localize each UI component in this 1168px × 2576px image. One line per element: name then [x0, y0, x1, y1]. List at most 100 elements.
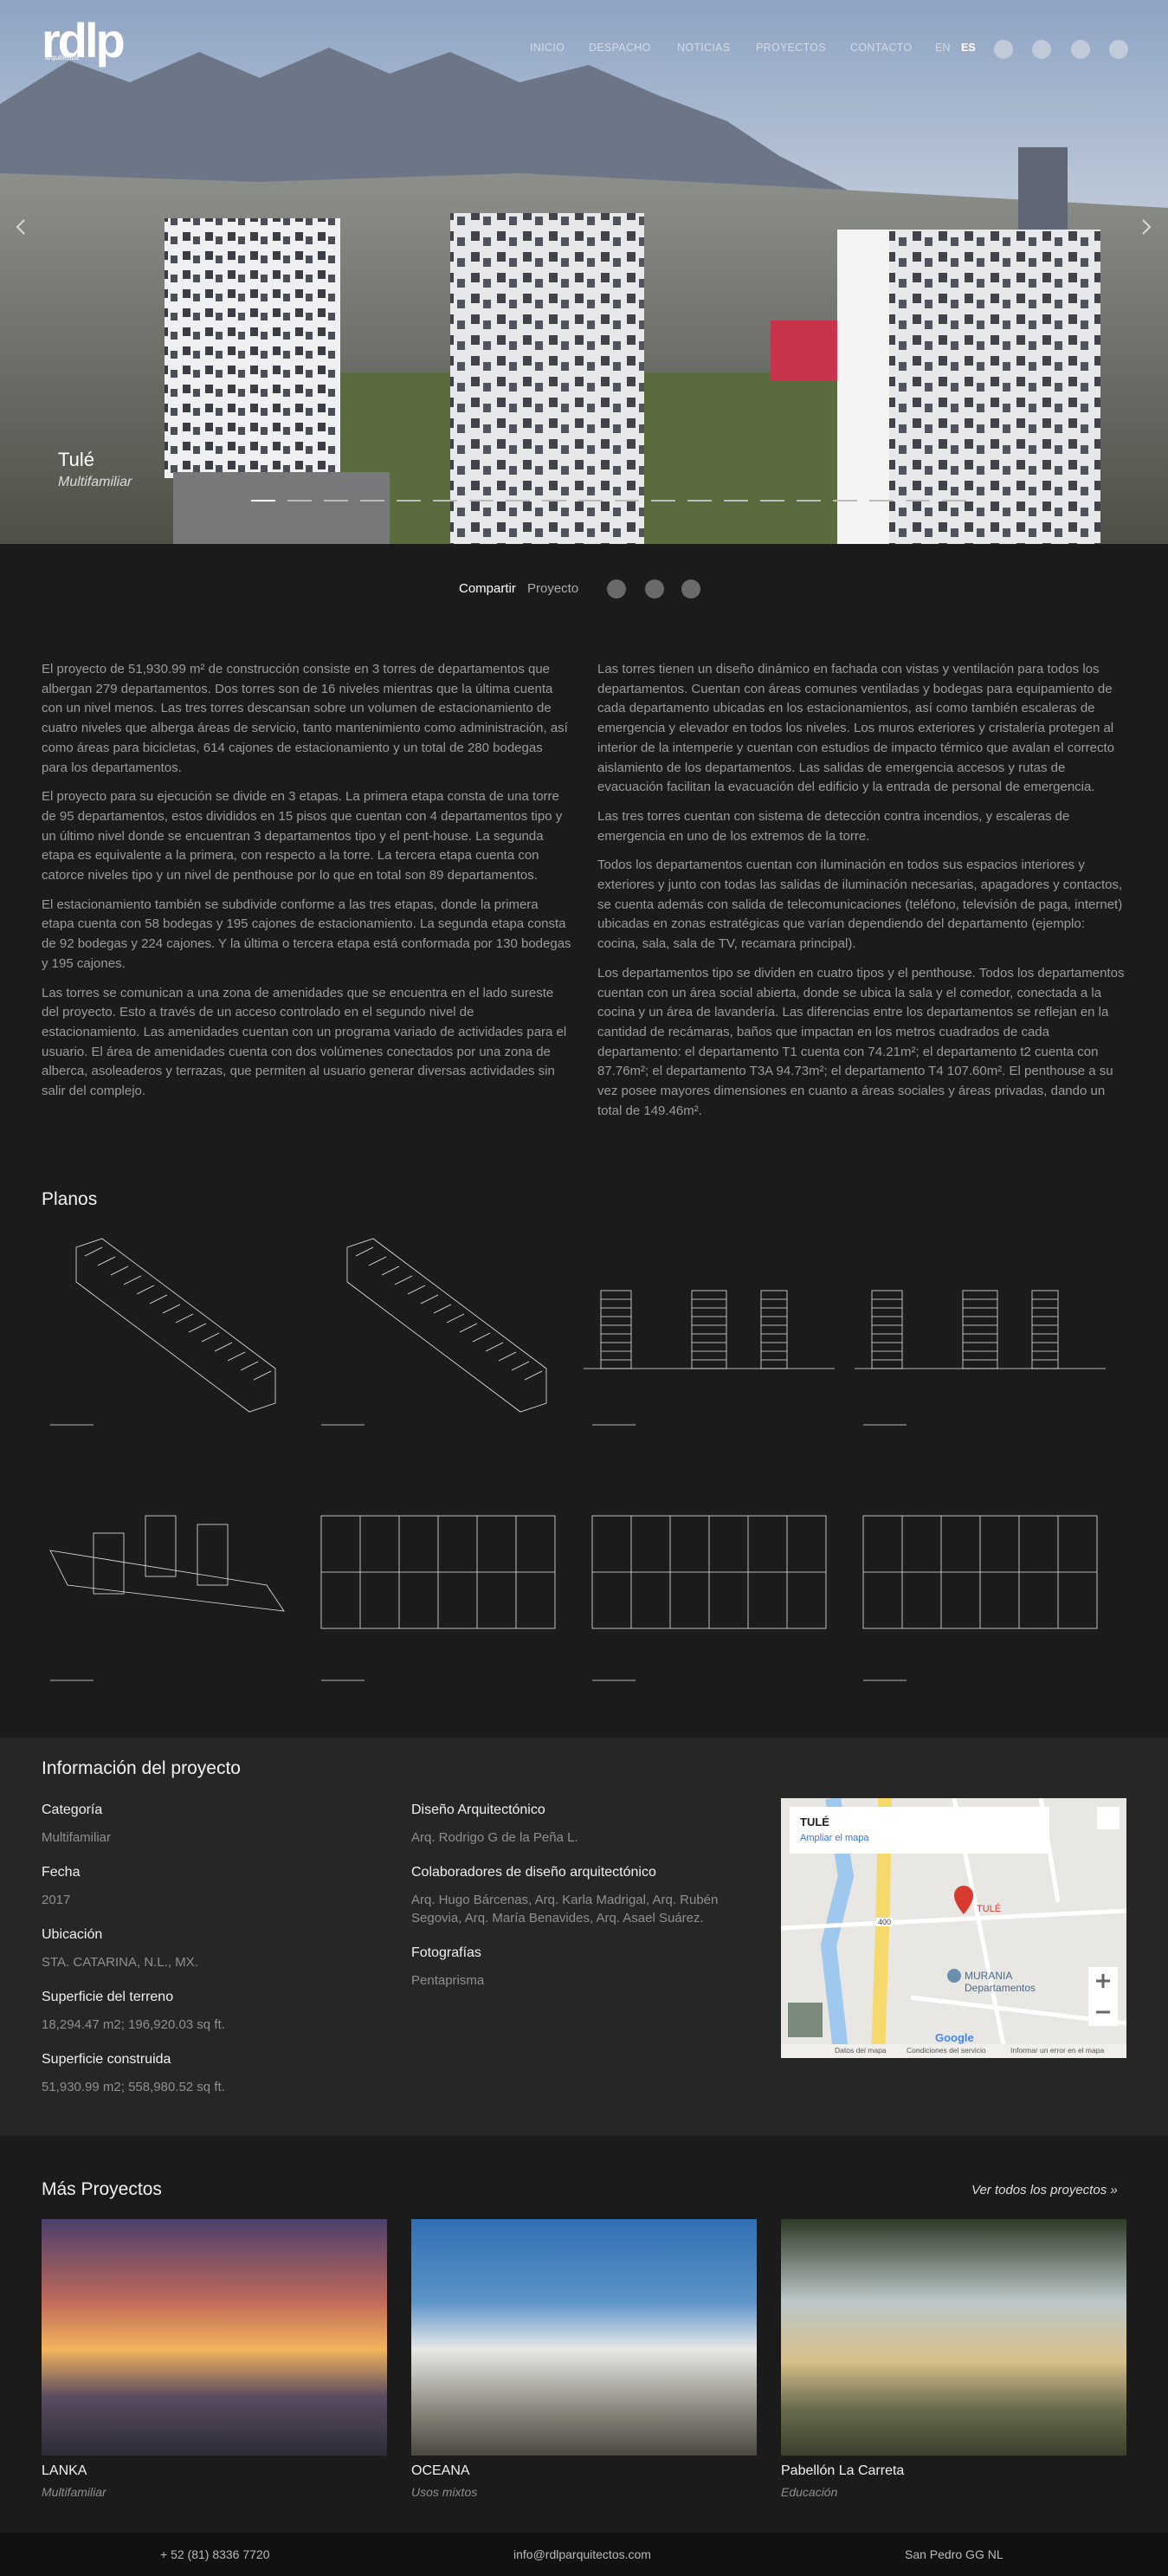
planos-grid [49, 1238, 1106, 1681]
plan-tower [1031, 1290, 1059, 1369]
map-pin-label: TULÉ [977, 1904, 1002, 1914]
description-right: Las torres tienen un diseño dinámico en … [597, 660, 1127, 1130]
plan-line [446, 1313, 465, 1324]
facebook-icon[interactable] [1109, 40, 1128, 59]
plan-line [175, 1313, 194, 1324]
map[interactable]: TULÉ Ampliar el mapa TULÉ MURANIA Depart… [781, 1798, 1126, 2058]
info-col-middle: Diseño Arquitectónico Arq. Rodrigo G de l… [411, 1803, 758, 2008]
paragraph: El proyecto para su ejecución se divide … [42, 789, 563, 883]
streetview[interactable] [1097, 1807, 1120, 1829]
share-icons [607, 579, 700, 599]
info-value: 51,930.99 m2; 558,980.52 sq ft. [42, 2080, 225, 2094]
linkedin-icon[interactable] [1071, 40, 1090, 59]
map-card [790, 1807, 1049, 1854]
share-label-2: Proyecto [527, 581, 579, 596]
nav-link[interactable]: CONTACTO [850, 42, 913, 54]
info-value: Arq. Rodrigo G de la Peña L. [411, 1830, 578, 1845]
more-title: Más Proyectos [42, 2179, 162, 2199]
hero-image [0, 0, 1168, 544]
more-projects: Más Proyectos Ver todos los proyectos » … [0, 2136, 1168, 2533]
info-value: Pentaprisma [411, 1973, 485, 1988]
plan-line [472, 1332, 491, 1343]
footer-email[interactable]: info@rdlparquitectos.com [513, 2547, 651, 2561]
share-facebook[interactable] [607, 579, 626, 599]
plan-drawing[interactable] [591, 1515, 827, 1681]
info-label: Categoría [42, 1803, 103, 1817]
plan-line [355, 1246, 374, 1257]
info-value: STA. CATARINA, N.L., MX. [42, 1955, 198, 1970]
plan-line [511, 1361, 530, 1371]
footer-phone[interactable]: + 52 (81) 8336 7720 [160, 2547, 270, 2561]
twitter-icon[interactable] [994, 40, 1013, 59]
prev-arrow[interactable] [16, 219, 25, 235]
podium [173, 472, 390, 544]
map-pin [954, 1886, 973, 1914]
project-info: Información del proyecto Categoría Multif… [0, 1738, 1168, 2136]
plan-drawing[interactable] [862, 1515, 1098, 1681]
plan-line [240, 1361, 259, 1371]
info-col-left: Categoría Multifamiliar Fecha 2017 Ubicación… [42, 1803, 388, 2114]
plan-drawing[interactable] [49, 1515, 285, 1681]
plan-drawing[interactable] [50, 1238, 276, 1426]
project-type: Multifamiliar [42, 2485, 106, 2499]
share-bar: Compartir Proyecto [0, 544, 1168, 639]
far-tower [1018, 147, 1068, 234]
project-card[interactable]: LANKA Multifamiliar [42, 2219, 387, 2499]
plan-tower [197, 1524, 229, 1586]
nav-link[interactable]: DESPACHO [589, 42, 651, 54]
project-card[interactable]: Pabellón La Carreta Educación [781, 2219, 1126, 2499]
info-value: Multifamiliar [42, 1830, 112, 1845]
road-label: 400 [876, 1918, 894, 1926]
plan-line [407, 1285, 426, 1295]
plan-tower [760, 1290, 788, 1369]
plan-outline [75, 1238, 276, 1413]
project-card[interactable]: OCEANA Usos mixtos [411, 2219, 757, 2499]
logo[interactable]: rdlp [42, 13, 126, 68]
plan-drawing[interactable] [320, 1515, 556, 1681]
instagram-icon[interactable] [1032, 40, 1051, 59]
nav-link[interactable]: PROYECTOS [756, 42, 826, 54]
lang-en[interactable]: EN [935, 42, 951, 54]
tower [450, 213, 644, 544]
plan-line [84, 1246, 103, 1257]
map-footer-link[interactable]: Datos del mapa [835, 2046, 887, 2055]
plan-tower [145, 1515, 177, 1577]
project-name: LANKA [42, 2463, 87, 2478]
plan-line [253, 1370, 272, 1381]
map-footer-link[interactable]: Condiciones del servicio [907, 2046, 986, 2055]
nav-link[interactable]: NOTICIAS [677, 42, 731, 54]
info-label: Superficie construida [42, 2052, 171, 2067]
map-footer-bg [781, 2044, 1126, 2058]
map-card-link[interactable]: Ampliar el mapa [800, 1833, 869, 1843]
plan-line [123, 1275, 142, 1285]
info-label: Colaboradores de diseño arquitectónico [411, 1865, 656, 1880]
satellite-toggle[interactable] [788, 2003, 823, 2037]
info-value: 18,294.47 m2; 196,920.03 sq ft. [42, 2017, 225, 2032]
plan-line [149, 1294, 168, 1304]
plan-line [227, 1351, 246, 1362]
share-linkedin[interactable] [645, 579, 664, 599]
lang-es[interactable]: ES [961, 42, 976, 54]
nav-link[interactable]: INICIO [530, 42, 565, 54]
plan-tower [600, 1290, 632, 1369]
plan-drawing[interactable] [584, 1290, 835, 1426]
plan-line [188, 1323, 207, 1333]
hero: rdlp arquitectos INICIO DESPACHO NOTICIAS P… [0, 0, 1168, 544]
project-name: OCEANA [411, 2463, 470, 2478]
footer: + 52 (81) 8336 7720 info@rdlparquitectos… [0, 2533, 1168, 2576]
map-footer-link[interactable]: Informar un error en el mapa [1010, 2046, 1105, 2055]
more-link[interactable]: Ver todos los proyectos » [971, 2183, 1118, 2197]
plan-outline [346, 1238, 547, 1413]
paragraph: Las torres tienen un diseño dinámico en … [597, 662, 1114, 795]
place-pin [947, 1969, 961, 1983]
info-value: Arq. Hugo Bárcenas, Arq. Karla Madrigal,… [411, 1893, 719, 1926]
plan-drawing[interactable] [855, 1290, 1106, 1426]
share-twitter[interactable] [681, 579, 700, 599]
project-image [781, 2219, 1126, 2456]
next-arrow[interactable] [1142, 219, 1152, 235]
plan-drawing[interactable] [321, 1238, 547, 1426]
plan-line [420, 1294, 439, 1304]
planos-title: Planos [42, 1189, 98, 1209]
